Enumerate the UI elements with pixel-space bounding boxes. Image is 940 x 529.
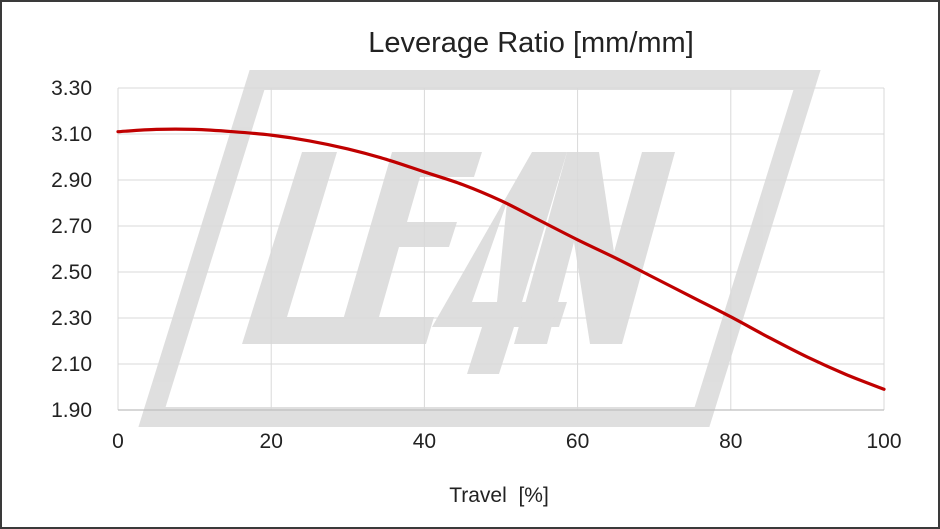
y-tick-label: 1.90 bbox=[51, 399, 92, 422]
series-lines bbox=[116, 127, 886, 391]
x-tick-label: 40 bbox=[413, 430, 436, 453]
x-axis-title: Travel [%] bbox=[449, 484, 549, 507]
y-tick-labels: 1.90 2.10 2.30 2.50 2.70 2.90 3.10 3.30 bbox=[51, 77, 92, 422]
chart-title: Leverage Ratio [mm/mm] bbox=[368, 27, 694, 59]
y-tick-label: 3.30 bbox=[51, 77, 92, 100]
x-tick-label: 20 bbox=[260, 430, 283, 453]
y-tick-label: 2.30 bbox=[51, 307, 92, 330]
x-tick-label: 0 bbox=[112, 430, 124, 453]
x-tick-label: 80 bbox=[719, 430, 742, 453]
grid-lines bbox=[117, 87, 885, 411]
y-tick-label: 2.70 bbox=[51, 215, 92, 238]
x-tick-label: 100 bbox=[866, 430, 901, 453]
y-tick-label: 2.50 bbox=[51, 261, 92, 284]
series-line-leverage-ratio bbox=[116, 127, 886, 391]
x-tick-label: 60 bbox=[566, 430, 589, 453]
lean-watermark-logo bbox=[138, 70, 821, 427]
y-tick-label: 2.10 bbox=[51, 353, 92, 376]
x-tick-labels: 0 20 40 60 80 100 bbox=[112, 430, 901, 453]
y-tick-label: 3.10 bbox=[51, 123, 92, 146]
y-tick-label: 2.90 bbox=[51, 169, 92, 192]
